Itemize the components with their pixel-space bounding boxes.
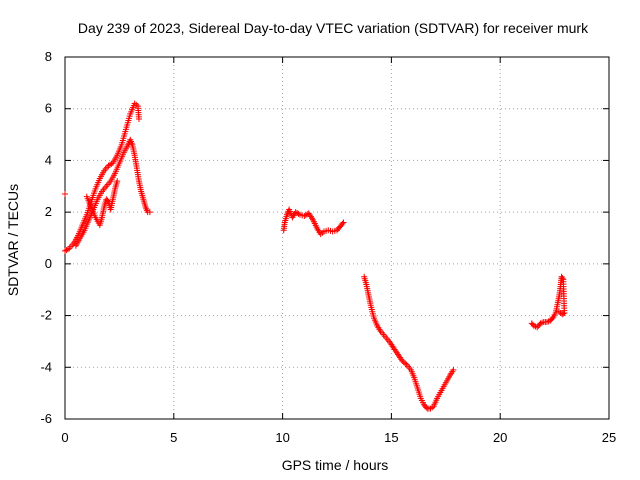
y-tick-labels: -6 -4 -2 0 2 4 6 8: [40, 49, 52, 426]
data-points: [62, 100, 568, 412]
y-tick-label: 4: [45, 152, 52, 167]
y-tick-label: 6: [45, 101, 52, 116]
x-tick-label: 5: [170, 430, 177, 445]
data-point: [400, 359, 407, 366]
plot-frame: [64, 56, 610, 420]
x-tick-label: 15: [384, 430, 398, 445]
y-axis-label: SDTVAR / TECUs: [5, 184, 21, 296]
x-tick-labels: 0 5 10 15 20 25: [61, 430, 616, 445]
data-point: [64, 246, 71, 253]
x-tick-label: 25: [602, 430, 616, 445]
data-point: [423, 404, 430, 411]
data-point: [304, 211, 311, 218]
data-point: [114, 178, 121, 185]
axis-ticks: [64, 56, 610, 420]
data-point: [146, 209, 153, 216]
data-point: [555, 308, 562, 315]
data-point: [399, 357, 406, 364]
data-point: [108, 160, 115, 167]
data-point: [402, 360, 409, 367]
y-tick-label: 8: [45, 49, 52, 64]
data-point: [104, 197, 111, 204]
data-point: [549, 315, 556, 322]
data-point: [339, 220, 346, 227]
x-tick-label: 10: [275, 430, 289, 445]
data-point: [559, 275, 566, 282]
y-tick-label: -6: [40, 411, 52, 426]
y-tick-label: -4: [40, 359, 52, 374]
x-axis-label: GPS time / hours: [282, 457, 389, 473]
y-tick-label: -2: [40, 308, 52, 323]
grid: [65, 57, 609, 419]
data-point: [62, 191, 68, 198]
x-tick-label: 20: [493, 430, 507, 445]
data-point: [135, 116, 142, 123]
data-point: [340, 219, 347, 226]
y-tick-label: 2: [45, 204, 52, 219]
data-point: [295, 210, 302, 217]
data-point: [560, 310, 567, 317]
y-tick-label: 0: [45, 256, 52, 271]
x-tick-label: 0: [61, 430, 68, 445]
chart-title: Day 239 of 2023, Sidereal Day-to-day VTE…: [78, 20, 589, 36]
data-point: [450, 366, 457, 373]
